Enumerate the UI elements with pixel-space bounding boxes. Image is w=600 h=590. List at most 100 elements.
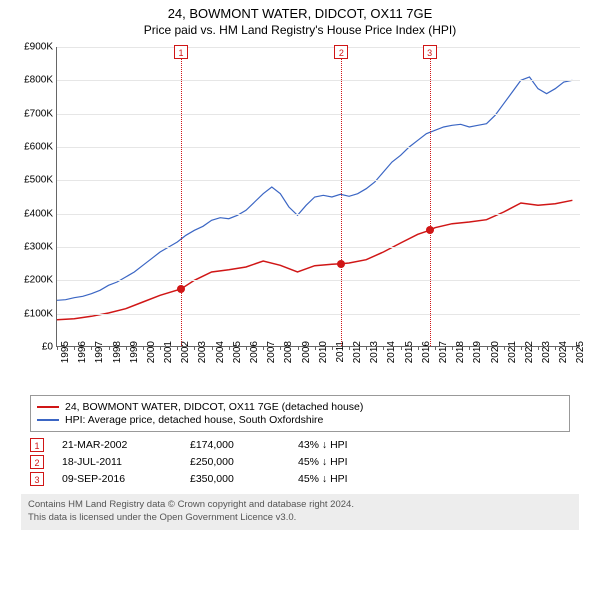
event-date: 21-MAR-2002 (62, 439, 172, 451)
footer-line1: Contains HM Land Registry data © Crown c… (28, 499, 572, 512)
x-axis-label: 2024 (558, 341, 569, 375)
x-tick (487, 346, 488, 350)
x-tick (109, 346, 110, 350)
legend-box: 24, BOWMONT WATER, DIDCOT, OX11 7GE (det… (30, 395, 570, 432)
legend-swatch (37, 406, 59, 408)
x-axis-label: 1999 (129, 341, 140, 375)
x-axis-label: 2000 (146, 341, 157, 375)
x-tick (246, 346, 247, 350)
event-badge: 3 (30, 472, 44, 486)
x-tick (229, 346, 230, 350)
x-tick (280, 346, 281, 350)
x-axis-label: 2014 (386, 341, 397, 375)
legend-label: 24, BOWMONT WATER, DIDCOT, OX11 7GE (det… (65, 401, 363, 413)
legend-label: HPI: Average price, detached house, Sout… (65, 414, 323, 426)
x-tick (572, 346, 573, 350)
x-axis-label: 2020 (490, 341, 501, 375)
title-subtitle: Price paid vs. HM Land Registry's House … (0, 23, 600, 37)
gridline (57, 80, 580, 81)
event-hpi-diff: 45% ↓ HPI (298, 456, 388, 468)
event-row: 121-MAR-2002£174,00043% ↓ HPI (30, 438, 570, 452)
x-axis-label: 2022 (524, 341, 535, 375)
chart-title-block: 24, BOWMONT WATER, DIDCOT, OX11 7GE Pric… (0, 0, 600, 39)
x-tick (263, 346, 264, 350)
x-axis-label: 1995 (60, 341, 71, 375)
plot-area: £0£100K£200K£300K£400K£500K£600K£700K£80… (56, 47, 580, 347)
x-axis-label: 2013 (369, 341, 380, 375)
legend-row: HPI: Average price, detached house, Sout… (37, 414, 563, 426)
legend-row: 24, BOWMONT WATER, DIDCOT, OX11 7GE (det… (37, 401, 563, 413)
event-hpi-diff: 45% ↓ HPI (298, 473, 388, 485)
x-axis-label: 2015 (404, 341, 415, 375)
x-axis-label: 2025 (575, 341, 586, 375)
x-axis-label: 2002 (180, 341, 191, 375)
attribution-footer: Contains HM Land Registry data © Crown c… (21, 494, 579, 530)
x-axis-label: 2017 (438, 341, 449, 375)
event-row: 218-JUL-2011£250,00045% ↓ HPI (30, 455, 570, 469)
x-axis-label: 2016 (421, 341, 432, 375)
x-tick (435, 346, 436, 350)
gridline (57, 147, 580, 148)
x-tick (366, 346, 367, 350)
legend-swatch (37, 419, 59, 421)
x-axis-label: 2012 (352, 341, 363, 375)
gridline (57, 247, 580, 248)
x-tick (383, 346, 384, 350)
x-axis-label: 2018 (455, 341, 466, 375)
x-tick (521, 346, 522, 350)
gridline (57, 114, 580, 115)
x-tick (74, 346, 75, 350)
footer-line2: This data is licensed under the Open Gov… (28, 512, 572, 525)
event-row: 3 09-SEP-2016 £350,000 45% ↓ HPI (30, 472, 570, 486)
event-price: £250,000 (190, 456, 280, 468)
title-address: 24, BOWMONT WATER, DIDCOT, OX11 7GE (0, 6, 600, 21)
gridline (57, 180, 580, 181)
sale-marker-badge: 3 (423, 45, 437, 59)
x-axis-label: 2006 (249, 341, 260, 375)
x-axis-label: 2003 (197, 341, 208, 375)
sale-marker-line (341, 47, 342, 346)
x-tick (298, 346, 299, 350)
x-axis-label: 2011 (335, 341, 346, 375)
x-tick (194, 346, 195, 350)
y-axis-label: £900K (11, 42, 53, 53)
x-axis-label: 2004 (215, 341, 226, 375)
x-axis-label: 1996 (77, 341, 88, 375)
x-tick (452, 346, 453, 350)
event-price: £350,000 (190, 473, 280, 485)
x-tick (212, 346, 213, 350)
x-tick (504, 346, 505, 350)
x-tick (469, 346, 470, 350)
gridline (57, 314, 580, 315)
line-series-svg (57, 47, 581, 347)
x-axis-label: 2021 (507, 341, 518, 375)
x-axis-label: 1997 (94, 341, 105, 375)
event-date: 18-JUL-2011 (62, 456, 172, 468)
y-axis-label: £800K (11, 75, 53, 86)
y-axis-label: £500K (11, 175, 53, 186)
x-axis-label: 2008 (283, 341, 294, 375)
x-tick (315, 346, 316, 350)
sale-point-marker (337, 260, 345, 268)
sale-marker-line (181, 47, 182, 346)
sale-point-marker (177, 285, 185, 293)
x-axis-label: 2019 (472, 341, 483, 375)
x-tick (177, 346, 178, 350)
x-axis-label: 2005 (232, 341, 243, 375)
gridline (57, 214, 580, 215)
sale-marker-line (430, 47, 431, 346)
x-tick (418, 346, 419, 350)
event-date: 09-SEP-2016 (62, 473, 172, 485)
y-axis-label: £700K (11, 108, 53, 119)
x-tick (555, 346, 556, 350)
y-axis-label: £300K (11, 242, 53, 253)
x-tick (401, 346, 402, 350)
x-axis-label: 2009 (301, 341, 312, 375)
event-hpi-diff: 43% ↓ HPI (298, 439, 388, 451)
x-tick (160, 346, 161, 350)
chart-container: £0£100K£200K£300K£400K£500K£600K£700K£80… (10, 43, 590, 393)
x-tick (57, 346, 58, 350)
y-axis-label: £0 (11, 342, 53, 353)
x-tick (91, 346, 92, 350)
y-axis-label: £200K (11, 275, 53, 286)
